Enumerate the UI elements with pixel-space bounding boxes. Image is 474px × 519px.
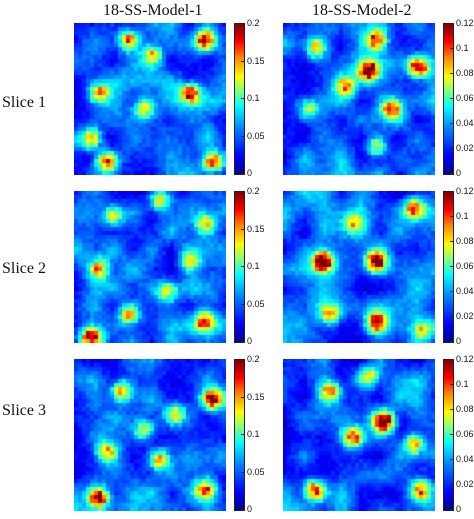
- colorbar-tick-label: 0.1: [247, 429, 260, 439]
- colorbar-tick-label: 0.12: [456, 18, 474, 28]
- heatmap-slice-1-model-2: [283, 23, 435, 175]
- colorbar-tick-mark: [450, 23, 453, 24]
- colorbar-tick-label: 0.05: [247, 466, 265, 477]
- colorbar-tick-mark: [450, 291, 453, 292]
- colorbar-tick-mark: [241, 191, 244, 192]
- colorbar-tick-mark: [450, 73, 453, 74]
- colorbar-tick-mark: [241, 509, 244, 510]
- heatmap-slice-3-model-2: [283, 359, 435, 511]
- colorbar-tick-label: 0.1: [456, 211, 469, 221]
- heatmap-slice-2-model-1: [74, 191, 226, 343]
- colorbar-tick-label: 0: [456, 168, 462, 178]
- colorbar-tick-mark: [241, 434, 244, 435]
- colorbar-tick-label: 0: [247, 504, 253, 514]
- colorbar-tick-mark: [450, 148, 453, 149]
- colorbar-tick-label: 0.06: [456, 261, 474, 271]
- colorbar-tick-mark: [241, 397, 244, 398]
- colorbar-tick-mark: [450, 173, 453, 174]
- row-title-slice-1: Slice 1: [2, 94, 46, 111]
- colorbar-tick-mark: [450, 216, 453, 217]
- colorbar-tick-mark: [241, 136, 244, 137]
- colorbar-tick-label: 0.08: [456, 68, 474, 78]
- colorbar-tick-mark: [241, 266, 244, 267]
- colorbar-tick-mark: [241, 472, 244, 473]
- column-title-model-2: 18-SS-Model-2: [312, 2, 412, 19]
- colorbar-tick-label: 0.12: [456, 186, 474, 196]
- colorbar-tick-mark: [241, 229, 244, 230]
- colorbar-slice-1-model-1: [234, 23, 245, 175]
- row-title-slice-2: Slice 2: [2, 260, 46, 277]
- colorbar-tick-mark: [241, 173, 244, 174]
- colorbar-slice-2-model-1: [234, 191, 245, 343]
- colorbar-tick-mark: [450, 359, 453, 360]
- colorbar-tick-mark: [450, 341, 453, 342]
- colorbar-tick-mark: [450, 459, 453, 460]
- colorbar-tick-mark: [241, 341, 244, 342]
- colorbar-tick-mark: [450, 123, 453, 124]
- colorbar-tick-label: 0.15: [247, 391, 265, 402]
- colorbar-tick-label: 0.04: [456, 286, 474, 296]
- column-title-model-1: 18-SS-Model-1: [103, 2, 203, 19]
- colorbar-slice-3-model-1: [234, 359, 245, 511]
- colorbar-tick-label: 0.2: [247, 354, 260, 364]
- colorbar-tick-label: 0.12: [456, 354, 474, 364]
- colorbar-tick-mark: [241, 23, 244, 24]
- heatmap-slice-2-model-2: [283, 191, 435, 343]
- colorbar-tick-label: 0.15: [247, 55, 265, 66]
- colorbar-tick-mark: [450, 191, 453, 192]
- colorbar-tick-label: 0: [247, 336, 253, 346]
- colorbar-tick-label: 0.2: [247, 186, 260, 196]
- colorbar-tick-label: 0.02: [456, 311, 474, 321]
- colorbar-tick-label: 0.1: [247, 93, 260, 103]
- colorbar-tick-mark: [241, 304, 244, 305]
- colorbar-tick-mark: [241, 61, 244, 62]
- colorbar-tick-mark: [450, 434, 453, 435]
- colorbar-tick-label: 0.1: [247, 261, 260, 271]
- colorbar-tick-mark: [450, 241, 453, 242]
- colorbar-tick-mark: [241, 359, 244, 360]
- colorbar-tick-label: 0.02: [456, 143, 474, 153]
- colorbar-tick-mark: [450, 48, 453, 49]
- colorbar-slice-2-model-2: [443, 191, 454, 343]
- heatmap-slice-3-model-1: [74, 359, 226, 511]
- colorbar-tick-label: 0.04: [456, 118, 474, 128]
- colorbar-tick-mark: [450, 384, 453, 385]
- colorbar-tick-label: 0.1: [456, 379, 469, 389]
- heatmap-slice-1-model-1: [74, 23, 226, 175]
- colorbar-slice-1-model-2: [443, 23, 454, 175]
- colorbar-tick-label: 0.06: [456, 429, 474, 439]
- colorbar-tick-mark: [450, 509, 453, 510]
- colorbar-tick-label: 0: [247, 168, 253, 178]
- colorbar-tick-mark: [450, 409, 453, 410]
- colorbar-tick-label: 0.05: [247, 298, 265, 309]
- colorbar-tick-label: 0.05: [247, 130, 265, 141]
- colorbar-tick-label: 0.1: [456, 43, 469, 53]
- colorbar-tick-label: 0.08: [456, 236, 474, 246]
- colorbar-slice-3-model-2: [443, 359, 454, 511]
- colorbar-tick-label: 0.06: [456, 93, 474, 103]
- colorbar-tick-mark: [450, 98, 453, 99]
- row-title-slice-3: Slice 3: [2, 402, 46, 419]
- colorbar-tick-label: 0.08: [456, 404, 474, 414]
- colorbar-tick-label: 0.15: [247, 223, 265, 234]
- colorbar-tick-label: 0.2: [247, 18, 260, 28]
- colorbar-tick-mark: [450, 484, 453, 485]
- colorbar-tick-label: 0: [456, 504, 462, 514]
- colorbar-tick-mark: [450, 316, 453, 317]
- colorbar-tick-label: 0.02: [456, 479, 474, 489]
- colorbar-tick-label: 0: [456, 336, 462, 346]
- colorbar-tick-label: 0.04: [456, 454, 474, 464]
- colorbar-tick-mark: [450, 266, 453, 267]
- colorbar-tick-mark: [241, 98, 244, 99]
